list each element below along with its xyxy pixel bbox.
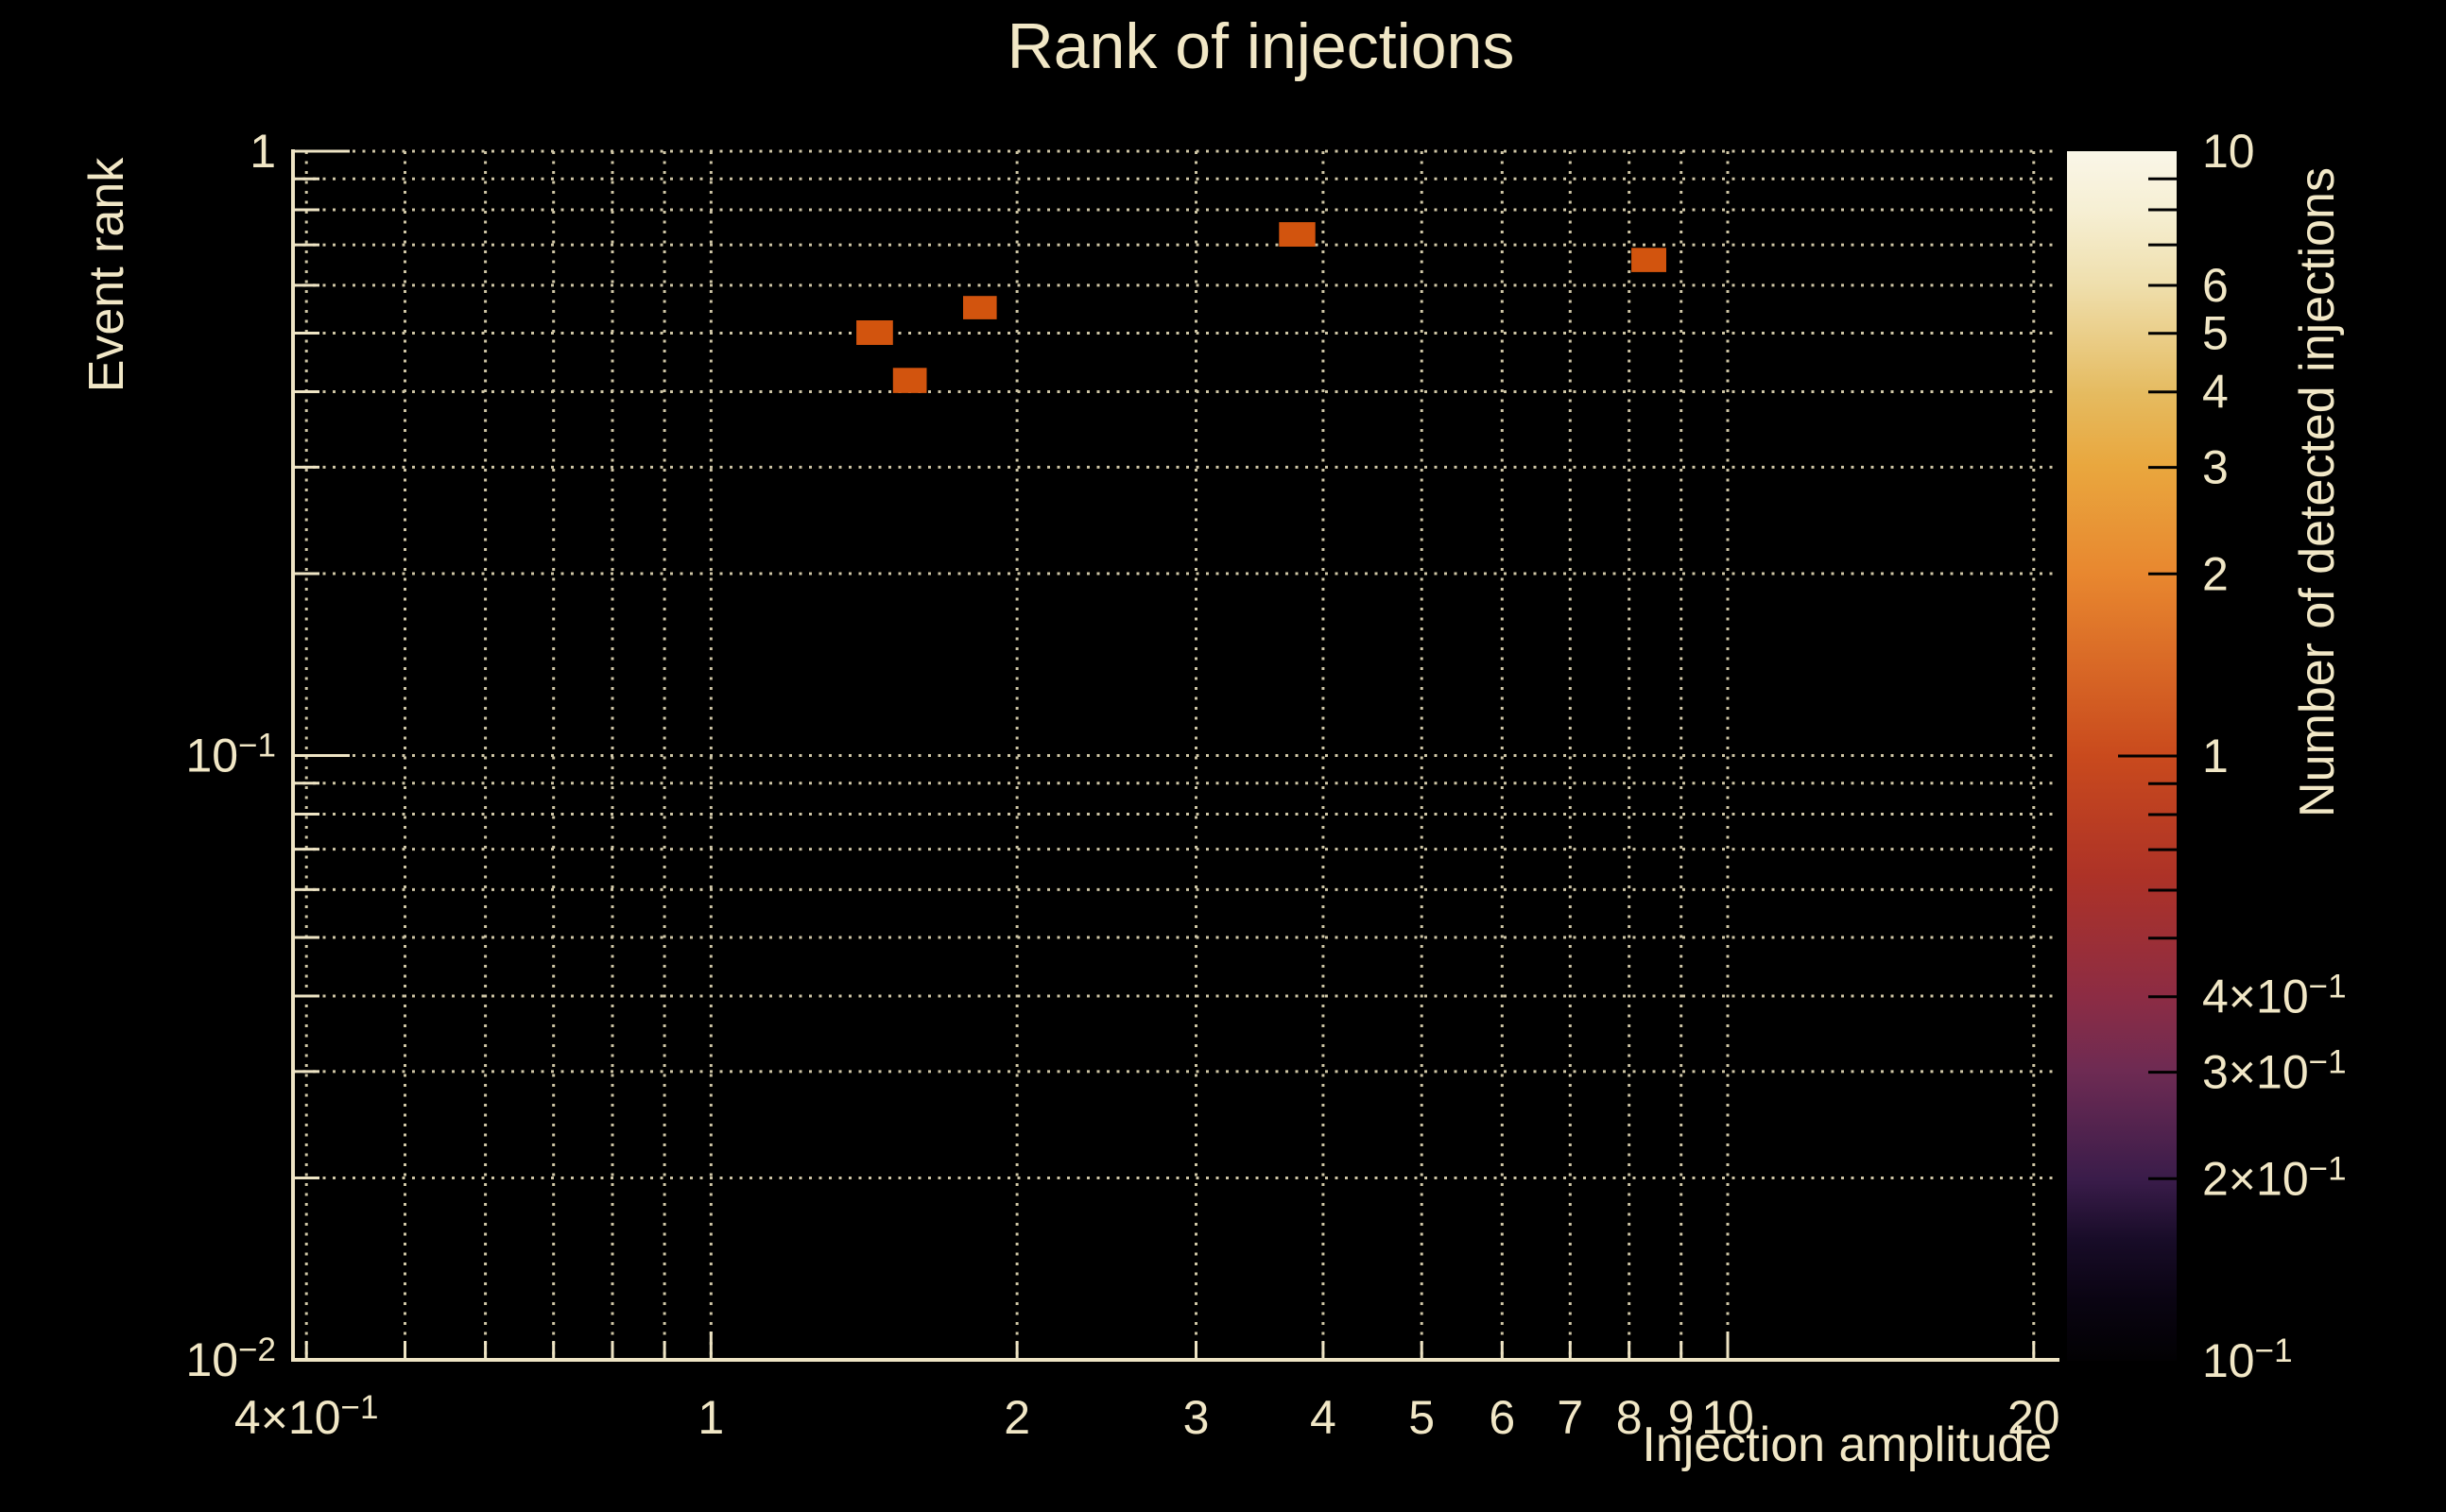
svg-text:10−2: 10−2 — [185, 1332, 276, 1386]
svg-text:9: 9 — [1668, 1391, 1695, 1444]
x-gridlines — [304, 151, 2036, 1360]
chart-title: Rank of injections — [1007, 10, 1515, 82]
svg-text:5: 5 — [1408, 1391, 1435, 1444]
x-axis-title: Injection amplitude — [1642, 1418, 2052, 1472]
svg-text:10−1: 10−1 — [185, 728, 276, 782]
svg-text:20: 20 — [2007, 1391, 2060, 1444]
svg-text:2: 2 — [1004, 1391, 1030, 1444]
svg-text:3×10−1: 3×10−1 — [2202, 1044, 2347, 1099]
svg-text:4×10−1: 4×10−1 — [2202, 969, 2347, 1023]
svg-text:1: 1 — [2202, 730, 2229, 782]
svg-text:7: 7 — [1557, 1391, 1583, 1444]
svg-text:4: 4 — [1310, 1391, 1336, 1444]
svg-text:10−1: 10−1 — [2202, 1332, 2293, 1387]
svg-text:1: 1 — [698, 1391, 724, 1444]
svg-text:10: 10 — [1701, 1391, 1754, 1444]
histogram-bins — [856, 222, 1666, 393]
svg-text:4×10−1: 4×10−1 — [234, 1389, 379, 1444]
colorbar-tick-labels: 10 65 4 3 2 1 4×10−1 3×10−1 2×10−1 10−1 — [2202, 125, 2347, 1387]
svg-text:4: 4 — [2202, 366, 2229, 419]
svg-text:5: 5 — [2202, 307, 2229, 360]
colorbar — [2067, 151, 2177, 1361]
y-gridlines — [293, 149, 2059, 1362]
svg-text:2×10−1: 2×10−1 — [2202, 1150, 2347, 1205]
svg-text:10: 10 — [2202, 125, 2255, 178]
x-tick-marks — [304, 1332, 2036, 1360]
svg-text:6: 6 — [1489, 1391, 1515, 1444]
x-tick-labels: 4×10−1 1 2 3 4 5 6 7 8 9 10 20 — [234, 1389, 2060, 1444]
y-tick-labels: 1 10−1 10−2 — [185, 125, 276, 1386]
svg-text:6: 6 — [2202, 259, 2229, 312]
svg-text:8: 8 — [1616, 1391, 1643, 1444]
svg-text:3: 3 — [1183, 1391, 1210, 1444]
y-tick-marks — [293, 149, 350, 1362]
svg-text:2: 2 — [2202, 547, 2229, 600]
svg-text:3: 3 — [2202, 441, 2229, 494]
svg-text:1: 1 — [250, 125, 276, 178]
